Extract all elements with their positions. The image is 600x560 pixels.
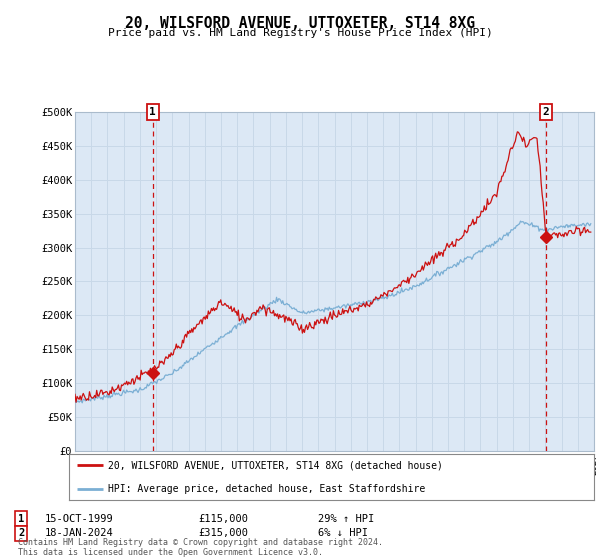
Text: HPI: Average price, detached house, East Staffordshire: HPI: Average price, detached house, East… (109, 484, 425, 494)
Text: 6% ↓ HPI: 6% ↓ HPI (318, 528, 368, 538)
Text: 29% ↑ HPI: 29% ↑ HPI (318, 514, 374, 524)
Text: Price paid vs. HM Land Registry's House Price Index (HPI): Price paid vs. HM Land Registry's House … (107, 28, 493, 38)
Text: 18-JAN-2024: 18-JAN-2024 (45, 528, 114, 538)
Text: Contains HM Land Registry data © Crown copyright and database right 2024.
This d: Contains HM Land Registry data © Crown c… (18, 538, 383, 557)
Text: £315,000: £315,000 (198, 528, 248, 538)
Text: 1: 1 (149, 107, 156, 117)
Text: 20, WILSFORD AVENUE, UTTOXETER, ST14 8XG: 20, WILSFORD AVENUE, UTTOXETER, ST14 8XG (125, 16, 475, 31)
Text: £115,000: £115,000 (198, 514, 248, 524)
Text: 20, WILSFORD AVENUE, UTTOXETER, ST14 8XG (detached house): 20, WILSFORD AVENUE, UTTOXETER, ST14 8XG… (109, 460, 443, 470)
Text: 1: 1 (18, 514, 24, 524)
Text: 15-OCT-1999: 15-OCT-1999 (45, 514, 114, 524)
Text: 2: 2 (18, 528, 24, 538)
Text: 2: 2 (543, 107, 550, 117)
